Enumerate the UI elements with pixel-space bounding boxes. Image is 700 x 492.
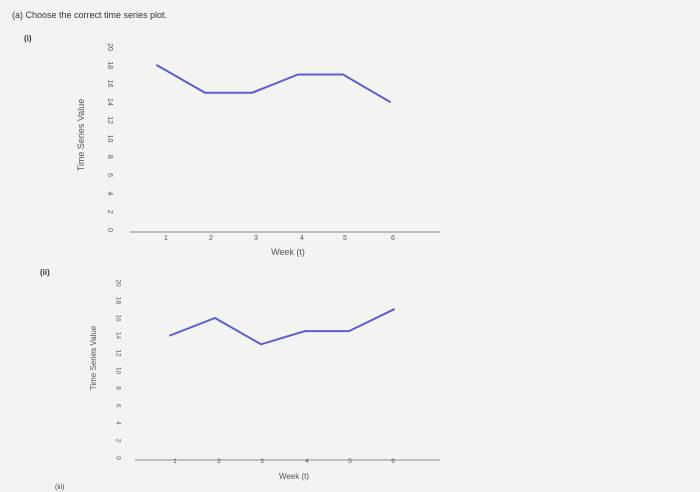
x-tick-label: 6 xyxy=(391,235,395,242)
y-tick-label: 10 xyxy=(114,367,121,375)
y-tick-label: 6 xyxy=(114,404,121,408)
y-tick-label: 18 xyxy=(106,61,113,69)
x-tick-label: 1 xyxy=(164,235,168,242)
x-tick-label: 5 xyxy=(343,235,347,242)
part-label-i[interactable]: (i) xyxy=(24,34,32,43)
y-tick-label: 4 xyxy=(106,191,113,195)
y-tick-label: 14 xyxy=(114,332,121,340)
part-label-iii[interactable]: (iii) xyxy=(55,484,65,491)
y-tick-label: 0 xyxy=(114,456,121,460)
x-tick-label: 3 xyxy=(260,458,264,465)
data-point xyxy=(389,100,391,103)
y-tick-label: 18 xyxy=(114,297,121,305)
data-point xyxy=(297,73,299,76)
data-point xyxy=(214,317,216,319)
y-tick-label: 14 xyxy=(106,98,113,106)
x-tick-label: 2 xyxy=(217,458,221,465)
x-tick-label: 4 xyxy=(305,458,309,465)
data-point xyxy=(304,330,306,333)
x-axis-label: Week (t) xyxy=(279,472,309,481)
y-tick-label: 2 xyxy=(106,210,113,214)
question-text: (a) Choose the correct time series plot. xyxy=(12,10,168,20)
y-tick-label: 8 xyxy=(106,155,113,159)
y-tick-label: 20 xyxy=(114,279,121,287)
series-line xyxy=(156,64,391,103)
y-tick-label: 2 xyxy=(114,439,121,443)
data-point xyxy=(260,343,262,346)
data-point xyxy=(169,334,171,337)
y-axis-label: Time Series Value xyxy=(89,325,98,390)
data-point xyxy=(342,73,344,76)
x-tick-label: 2 xyxy=(209,235,213,242)
x-tick-label: 1 xyxy=(173,458,177,465)
x-tick-label: 4 xyxy=(300,235,304,242)
x-tick-label: 3 xyxy=(254,235,258,242)
x-tick-label: 5 xyxy=(348,458,352,465)
x-tick-label: 6 xyxy=(391,458,395,465)
data-point xyxy=(156,64,158,67)
series-line xyxy=(169,308,395,346)
x-axis-label: Week (t) xyxy=(271,247,305,257)
y-tick-label: 12 xyxy=(106,116,113,124)
y-tick-label: 16 xyxy=(114,314,121,322)
data-point xyxy=(204,91,206,94)
y-tick-label: 20 xyxy=(106,43,113,51)
y-tick-label: 8 xyxy=(114,386,121,390)
data-point xyxy=(251,91,253,94)
y-tick-label: 12 xyxy=(114,349,121,357)
y-tick-label: 16 xyxy=(106,80,113,88)
y-tick-label: 0 xyxy=(106,228,113,232)
y-axis-label: Time Series Value xyxy=(76,99,86,172)
y-tick-label: 10 xyxy=(106,135,113,143)
part-label-ii[interactable]: (ii) xyxy=(40,268,50,277)
y-tick-label: 4 xyxy=(114,421,121,425)
data-point xyxy=(348,330,350,333)
data-point xyxy=(393,308,395,311)
y-tick-label: 6 xyxy=(106,173,113,177)
